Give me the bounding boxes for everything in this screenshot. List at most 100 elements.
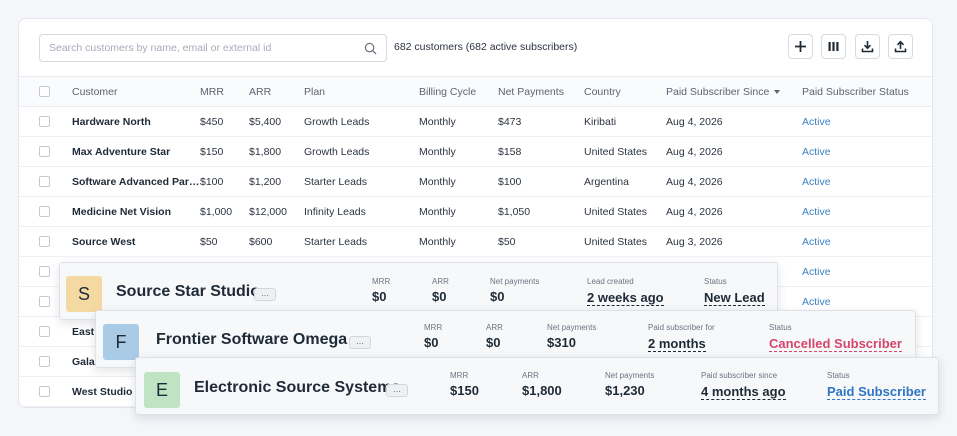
more-options-button[interactable]: ...: [386, 384, 408, 397]
cell-paid-subscriber-since: Aug 3, 2026: [666, 226, 802, 257]
cell-net-payments: $50: [498, 226, 584, 257]
cell-plan: Starter Leads: [304, 166, 419, 197]
cell-paid-subscriber-status[interactable]: Active: [802, 106, 932, 137]
table-header-row: Customer MRR ARR Plan Billing Cycle Net …: [19, 76, 932, 107]
table-row[interactable]: Software Advanced Partners$100$1,200Star…: [19, 166, 932, 197]
stat-value: $1,230: [605, 383, 645, 398]
columns-icon: [828, 42, 839, 51]
cell-customer[interactable]: Software Advanced Partners: [63, 166, 200, 197]
row-checkbox[interactable]: [39, 356, 50, 368]
cell-customer[interactable]: Hardware North: [63, 106, 200, 137]
search-box[interactable]: [39, 34, 387, 62]
upload-button[interactable]: [888, 34, 913, 59]
row-checkbox[interactable]: [39, 206, 50, 218]
row-checkbox[interactable]: [39, 296, 50, 308]
columns-button[interactable]: [821, 34, 846, 59]
search-input[interactable]: [40, 35, 350, 61]
stat-label: Net payments: [547, 323, 597, 332]
cell-paid-subscriber-status[interactable]: Active: [802, 196, 932, 227]
cell-net-payments: $473: [498, 106, 584, 137]
add-customer-button[interactable]: [788, 34, 813, 59]
customer-card-electronic-source-systems[interactable]: E Electronic Source Systems ... MRR $150 …: [135, 357, 939, 415]
select-all-checkbox[interactable]: [39, 86, 50, 98]
cell-customer[interactable]: Source West: [63, 226, 200, 257]
stat-mrr: MRR $150: [450, 371, 479, 398]
cell-country: United States: [584, 226, 666, 257]
stat-status: Status New Lead: [704, 277, 765, 307]
stat-label: Status: [827, 371, 850, 380]
stat-value: $0: [424, 335, 439, 350]
column-header-country[interactable]: Country: [584, 76, 666, 107]
column-header-arr[interactable]: ARR: [249, 76, 304, 107]
cell-customer[interactable]: Max Adventure Star: [63, 136, 200, 167]
cell-paid-subscriber-since: Aug 4, 2026: [666, 166, 802, 197]
table-row[interactable]: Max Adventure Star $150 $1,800 Growth Leads…: [19, 136, 932, 167]
download-icon: [861, 41, 874, 53]
stat-value: $150: [450, 383, 479, 398]
customer-name: Electronic Source Systems: [194, 379, 401, 396]
stat-arr: ARR $1,800: [522, 371, 562, 398]
stat-value: $310: [547, 335, 576, 350]
cell-mrr: $50: [200, 226, 249, 257]
cell-plan: Infinity Leads: [304, 196, 419, 227]
stat-status: Status Cancelled Subscriber: [769, 323, 902, 353]
search-icon[interactable]: [364, 42, 377, 55]
status-link[interactable]: New Lead: [704, 290, 765, 306]
stat-value[interactable]: 2 months: [648, 336, 706, 352]
table-row[interactable]: Medicine Net Vision $1,000 $12,000 Infinity…: [19, 196, 932, 227]
cell-paid-subscriber-status[interactable]: Active: [802, 226, 932, 257]
row-checkbox-cell: [19, 346, 63, 377]
cell-country: United States: [584, 136, 666, 167]
row-checkbox[interactable]: [39, 266, 50, 278]
row-checkbox-cell: [19, 256, 63, 287]
stat-label: Paid subscriber since: [701, 371, 778, 380]
table-row[interactable]: Hardware North $450 $5,400 Growth Leads Mont…: [19, 106, 932, 137]
status-link[interactable]: Cancelled Subscriber: [769, 336, 902, 352]
cell-country: Kiribati: [584, 106, 666, 137]
table-row[interactable]: Source West $50 $600 Starter Leads Monthly $5…: [19, 226, 932, 257]
stat-net-payments: Net payments $1,230: [605, 371, 654, 398]
column-header-customer[interactable]: Customer: [63, 76, 200, 107]
row-checkbox-cell: [19, 106, 63, 137]
column-header-net-payments[interactable]: Net Payments: [498, 76, 584, 107]
stat-value[interactable]: 4 months ago: [701, 384, 786, 400]
more-options-button[interactable]: ...: [254, 288, 276, 301]
row-checkbox-cell: [19, 316, 63, 347]
row-checkbox[interactable]: [39, 386, 50, 398]
stat-value[interactable]: 2 weeks ago: [587, 290, 664, 306]
cell-arr: $5,400: [249, 106, 304, 137]
row-checkbox[interactable]: [39, 146, 50, 158]
cell-paid-subscriber-status[interactable]: Active: [802, 256, 932, 287]
cell-paid-subscriber-status[interactable]: Active: [802, 166, 932, 197]
status-link[interactable]: Paid Subscriber: [827, 384, 926, 400]
avatar-initial: S: [77, 283, 90, 304]
column-header-paid-subscriber-status[interactable]: Paid Subscriber Status: [802, 76, 932, 107]
avatar-initial: E: [155, 379, 168, 400]
more-options-button[interactable]: ...: [349, 336, 371, 349]
cell-paid-subscriber-since: Aug 4, 2026: [666, 136, 802, 167]
column-header-mrr[interactable]: MRR: [200, 76, 249, 107]
column-header-paid-subscriber-since[interactable]: Paid Subscriber Since: [666, 76, 802, 107]
column-header-billing-cycle[interactable]: Billing Cycle: [419, 76, 498, 107]
stat-label: ARR: [522, 371, 539, 380]
cell-billing-cycle: Monthly: [419, 196, 498, 227]
row-checkbox[interactable]: [39, 176, 50, 188]
stat-arr: ARR $0: [486, 323, 503, 350]
row-checkbox[interactable]: [39, 326, 50, 338]
cell-customer[interactable]: Medicine Net Vision: [63, 196, 200, 227]
download-button[interactable]: [855, 34, 880, 59]
row-checkbox-cell: [19, 226, 63, 257]
cell-plan: Growth Leads: [304, 106, 419, 137]
stat-mrr: MRR $0: [372, 277, 390, 304]
row-checkbox[interactable]: [39, 236, 50, 248]
row-checkbox-cell: [19, 376, 63, 407]
cell-billing-cycle: Monthly: [419, 166, 498, 197]
cell-mrr: $450: [200, 106, 249, 137]
stat-net-payments: Net payments $0: [490, 277, 539, 304]
stat-paid-subscriber-for: Paid subscriber for 2 months: [648, 323, 715, 353]
column-header-plan[interactable]: Plan: [304, 76, 419, 107]
cell-paid-subscriber-status[interactable]: Active: [802, 136, 932, 167]
row-checkbox[interactable]: [39, 116, 50, 128]
cell-mrr: $100: [200, 166, 249, 197]
stat-label: MRR: [450, 371, 469, 380]
